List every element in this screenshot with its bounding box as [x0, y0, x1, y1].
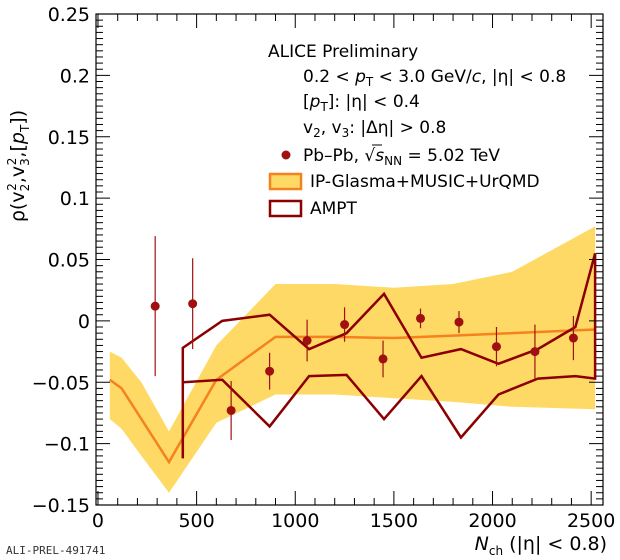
marker [265, 366, 275, 376]
y-tick-label: 0.05 [48, 250, 90, 272]
marker [416, 313, 426, 323]
x-tick-label: 0 [92, 510, 104, 532]
marker [302, 336, 312, 346]
model-line-ipglasma [109, 328, 596, 465]
model-band-ipglasma [109, 226, 596, 493]
legend-label-ampt: AMPT [310, 199, 358, 219]
legend-marker-data [281, 150, 291, 160]
v-deta-line: v2, v3: |Δη| > 0.8 [303, 118, 446, 140]
y-tick-label: 0.1 [60, 188, 90, 210]
legend: Pb–Pb, √sNN = 5.02 TeV IP-Glasma+MUSIC+U… [268, 144, 540, 219]
y-tick-label: 0 [78, 311, 90, 333]
data-point [226, 381, 236, 440]
marker [188, 299, 198, 309]
y-axis-title: ρ(v22,v32,[pT]) [5, 110, 32, 222]
data-point [491, 327, 501, 367]
svg-text:Pb–Pb, √sNN = 5.02 TeV: Pb–Pb, √sNN = 5.02 TeV [303, 146, 500, 168]
data-point [340, 307, 350, 342]
marker [491, 342, 501, 352]
data-point [265, 352, 275, 390]
y-tick-label: −0.1 [44, 434, 90, 456]
marker [568, 333, 578, 343]
legend-item-data: Pb–Pb, √sNN = 5.02 TeV [281, 144, 500, 168]
x-tick-label: 500 [178, 510, 214, 532]
data-point [568, 315, 578, 361]
legend-item-ampt: AMPT [268, 199, 358, 219]
data-point [188, 258, 198, 350]
y-tick-label: −0.15 [32, 495, 90, 517]
data-point [150, 236, 160, 377]
data-point [530, 324, 540, 379]
x-tick-label: 1500 [370, 510, 418, 532]
marker [150, 301, 160, 311]
y-tick-label: 0.15 [48, 127, 90, 149]
data-point [378, 340, 388, 378]
experiment-label: ALICE Preliminary [268, 42, 418, 62]
legend-swatch-ipglasma [268, 172, 303, 191]
legend-label-ipglasma: IP-Glasma+MUSIC+UrQMD [310, 172, 540, 192]
legend-swatch-ampt [268, 199, 303, 218]
data-point [454, 311, 464, 334]
marker [530, 347, 540, 357]
legend-item-ipglasma: IP-Glasma+MUSIC+UrQMD [268, 172, 540, 192]
x-tick-label: 2000 [468, 510, 516, 532]
x-tick-label: 1000 [271, 510, 319, 532]
plot-area [109, 226, 597, 493]
kinematics-line: 0.2 < pT < 3.0 GeV/c, |η| < 0.8 [303, 67, 566, 89]
y-tick-label: −0.05 [32, 372, 90, 394]
y-tick-label: 0.2 [60, 65, 90, 87]
axes: 0 500 1000 1500 2000 2500 −0.15 −0.1 −0.05 0 0.05 0… [32, 4, 616, 532]
pt-eta-line: [pT]: |η| < 0.4 [303, 92, 420, 114]
model-envelope-ampt [181, 253, 597, 459]
preliminary-id: ALI-PREL-491741 [6, 544, 105, 557]
marker [454, 317, 464, 327]
marker [226, 405, 236, 415]
y-tick-label: 0.25 [48, 4, 90, 26]
annotation-block: ALICE Preliminary 0.2 < pT < 3.0 GeV/c, … [268, 42, 566, 140]
x-tick-label: 2500 [567, 510, 615, 532]
data-point [302, 319, 312, 362]
marker [378, 354, 388, 364]
marker [340, 320, 350, 330]
data-point [416, 308, 426, 329]
x-axis-title: Nch (|η| < 0.8) [475, 533, 607, 558]
